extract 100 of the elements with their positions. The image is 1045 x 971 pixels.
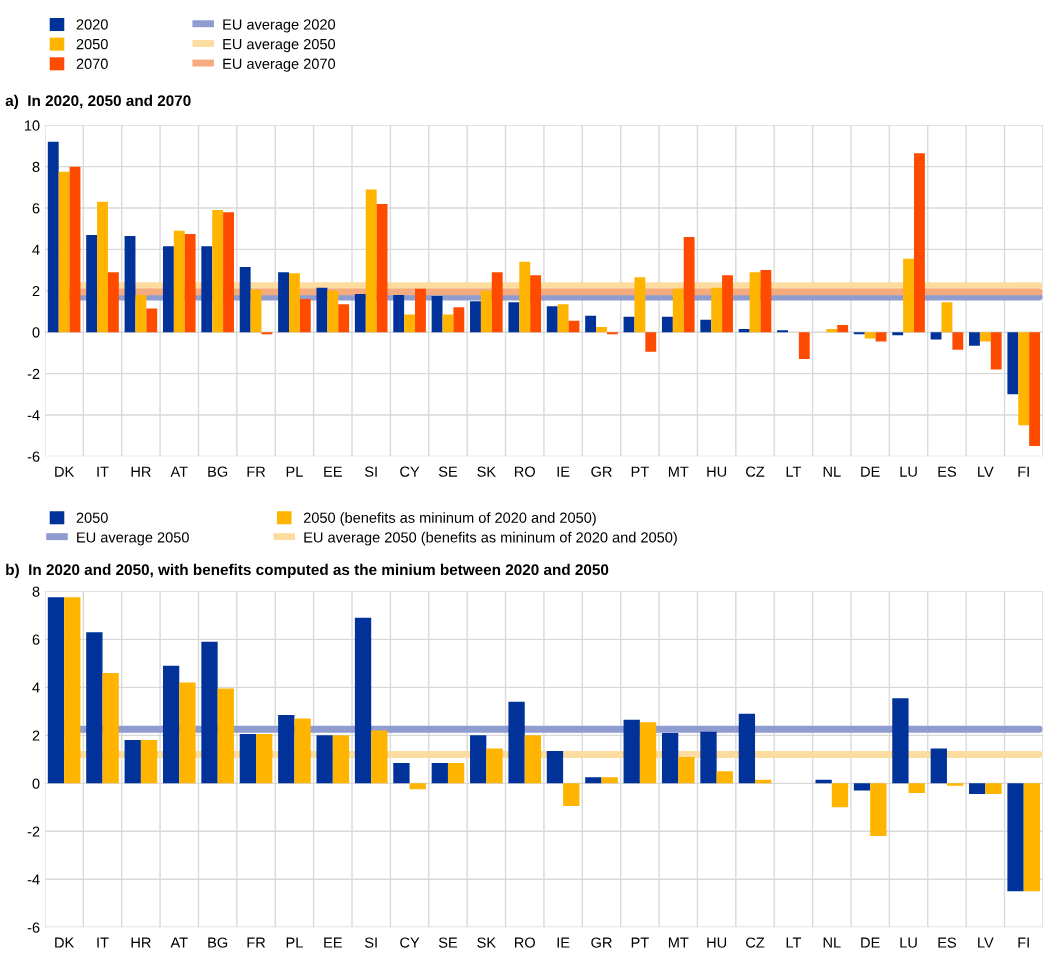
bar	[508, 701, 525, 784]
bar	[371, 730, 388, 784]
y-tick-label: 8	[32, 161, 40, 173]
bar	[470, 735, 487, 784]
bar	[760, 270, 772, 333]
x-tick-label: LV	[978, 937, 994, 948]
bar	[184, 233, 196, 333]
y-tick-label: 2	[32, 730, 40, 741]
legend-label: 2070	[76, 58, 108, 69]
x-tick-label: RO	[514, 937, 535, 948]
bar	[453, 307, 465, 333]
bar	[1007, 783, 1024, 892]
bar	[376, 203, 388, 333]
bar	[393, 762, 410, 784]
x-tick-label: MT	[668, 937, 689, 948]
bar	[837, 324, 849, 333]
x-tick-label: EE	[324, 937, 342, 948]
bar	[415, 288, 426, 333]
bar	[278, 272, 289, 333]
x-tick-label: DE	[861, 466, 880, 477]
bar	[969, 332, 980, 346]
bar	[661, 316, 673, 333]
y-tick-label: 4	[32, 244, 40, 255]
x-tick-label: NL	[823, 466, 841, 477]
x-tick-label: HR	[131, 466, 151, 477]
x-tick-label: CY	[400, 937, 420, 948]
bar	[47, 141, 59, 333]
bar	[97, 201, 108, 333]
legend-label: EU average 2050	[223, 38, 336, 53]
bar	[64, 597, 81, 784]
bar	[486, 748, 503, 784]
bar	[601, 777, 618, 784]
bar	[201, 641, 218, 784]
bar	[914, 153, 925, 333]
bar	[930, 748, 947, 784]
bar	[409, 783, 426, 790]
legend-label: EU average 2020	[223, 19, 336, 33]
bar	[930, 332, 942, 340]
bar	[124, 235, 136, 333]
bar	[102, 672, 119, 784]
x-tick-label: AT	[170, 466, 188, 477]
x-tick-label: CZ	[746, 466, 765, 477]
y-tick-label: -6	[27, 922, 40, 933]
x-tick-label: PL	[286, 937, 303, 948]
bar	[47, 597, 65, 784]
x-tick-label: ES	[938, 937, 957, 948]
bar	[201, 246, 213, 333]
y-tick-label: 6	[32, 203, 40, 214]
bar	[672, 288, 684, 333]
bar	[332, 735, 350, 784]
bar	[288, 273, 300, 333]
bar	[777, 330, 788, 333]
bar	[431, 762, 448, 784]
x-tick-label: IT	[97, 937, 109, 948]
y-tick-label: -2	[27, 368, 40, 379]
bar	[716, 771, 733, 784]
x-tick-label: HU	[707, 937, 727, 948]
bar	[217, 688, 234, 784]
bar	[212, 210, 224, 333]
x-tick-label: MT	[668, 466, 689, 477]
bar	[107, 272, 119, 333]
bar	[365, 189, 377, 333]
bar	[86, 234, 98, 333]
bar	[491, 272, 503, 333]
bar	[596, 327, 607, 333]
bar	[749, 272, 761, 333]
legend-label: 2050	[76, 512, 108, 523]
bar	[86, 632, 103, 784]
bar	[354, 293, 366, 333]
bar	[261, 332, 273, 335]
bar	[722, 275, 733, 333]
x-tick-label: IT	[97, 466, 109, 477]
bar	[946, 783, 964, 786]
legend-label: EU average 2050 (benefits as mininum of 2020 and 2050)	[304, 531, 677, 546]
bar	[239, 267, 251, 333]
bar	[903, 258, 914, 333]
x-tick-label: LU	[900, 466, 917, 477]
x-tick-label: HR	[131, 937, 151, 948]
bar	[393, 294, 405, 333]
x-tick-label: SK	[477, 466, 496, 477]
x-tick-label: ES	[938, 466, 957, 477]
y-tick-label: 8	[32, 586, 40, 597]
bar	[327, 290, 339, 333]
bar	[508, 302, 520, 333]
bar	[162, 246, 174, 333]
bar	[546, 750, 564, 784]
x-tick-label: SI	[364, 937, 377, 948]
y-tick-label: -6	[27, 451, 40, 462]
bar	[1007, 332, 1019, 395]
x-tick-label: CZ	[746, 937, 765, 948]
bar	[990, 332, 1002, 370]
bar	[162, 665, 180, 784]
bar	[700, 319, 712, 333]
bar	[1023, 783, 1041, 892]
x-tick-label: DK	[55, 937, 75, 948]
x-tick-label: PL	[286, 466, 303, 477]
bar	[678, 756, 695, 784]
bar	[69, 166, 81, 333]
x-tick-label: FI	[1018, 937, 1029, 948]
y-tick-label: -4	[27, 410, 40, 421]
